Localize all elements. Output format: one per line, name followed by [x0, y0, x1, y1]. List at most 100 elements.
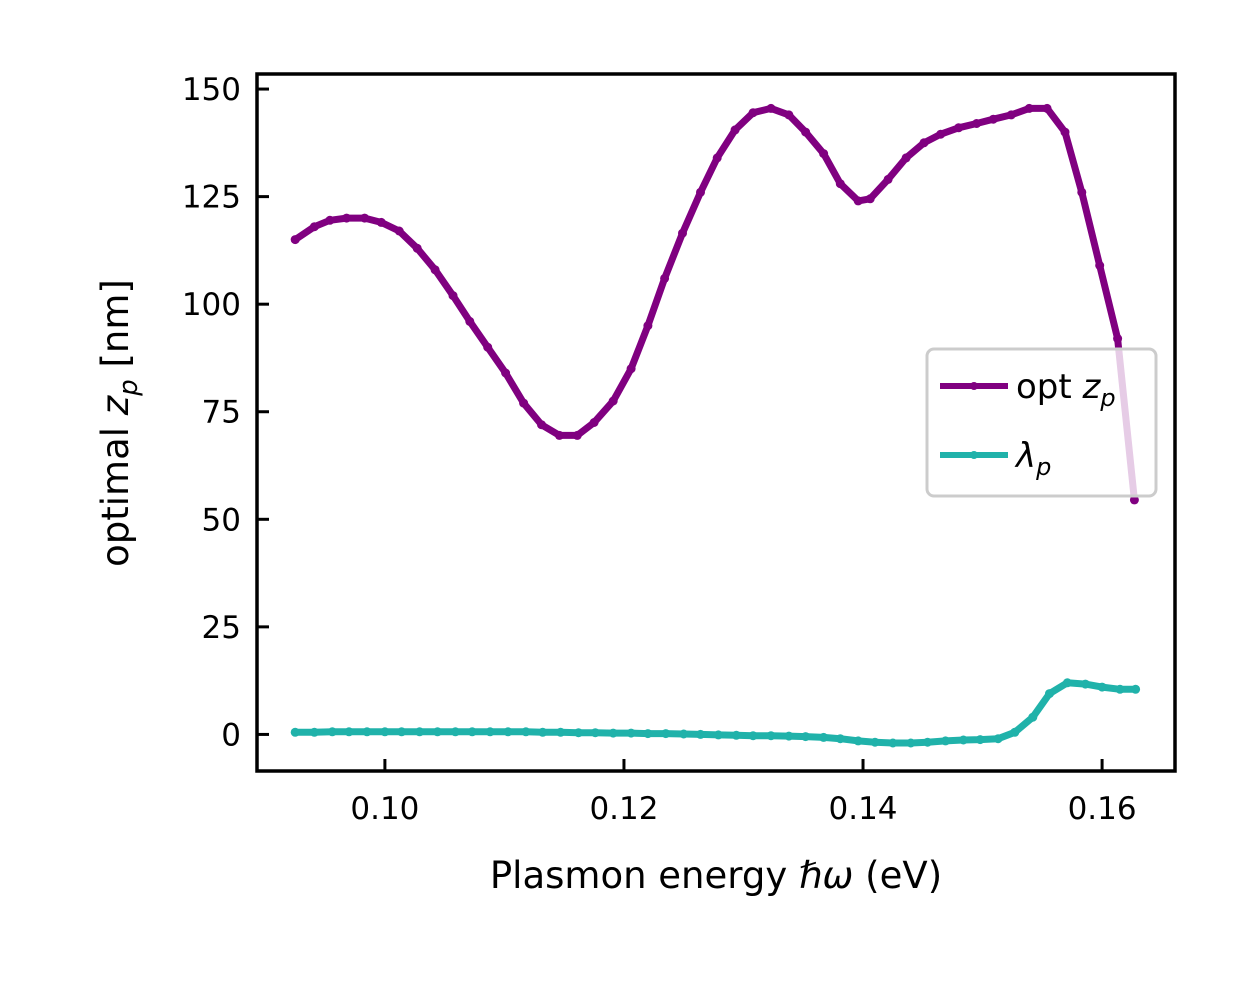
legend-label-opt-zp: opt zp [1016, 367, 1116, 412]
x-axis-label: Plasmon energy ℏω (eV) [490, 854, 942, 897]
data-point [448, 291, 458, 301]
data-point [679, 729, 689, 739]
data-point [988, 114, 998, 124]
legend-marker-lambda-p [970, 451, 978, 459]
data-point [608, 728, 618, 738]
data-point [993, 734, 1003, 744]
data-point [919, 138, 929, 148]
data-point [958, 735, 968, 745]
data-point [696, 187, 705, 197]
data-point [1010, 727, 1020, 737]
data-point [1006, 110, 1016, 120]
data-point [430, 265, 440, 275]
x-tick-label: 0.14 [829, 791, 898, 827]
data-point [835, 734, 845, 744]
data-point [696, 729, 705, 739]
y-axis-label: optimal zp [nm] [94, 279, 144, 567]
data-point [380, 727, 390, 737]
data-point [465, 316, 475, 326]
data-point [1095, 261, 1105, 270]
data-point [309, 222, 319, 232]
data-point [766, 731, 776, 741]
data-point [954, 123, 964, 133]
y-tick-label: 0 [221, 717, 241, 753]
data-point [412, 243, 422, 253]
data-point [290, 727, 300, 737]
y-tick-label: 125 [182, 180, 241, 216]
data-point [801, 732, 811, 742]
data-point [853, 196, 863, 206]
data-point [1045, 689, 1054, 699]
legend-marker-opt-zp [970, 382, 978, 390]
series-layer [290, 103, 1141, 748]
series-opt-zp [290, 103, 1139, 505]
data-point [1097, 682, 1107, 692]
y-tick-label: 150 [182, 72, 241, 108]
data-point [731, 730, 741, 740]
data-point [397, 727, 407, 737]
data-point [450, 727, 460, 737]
data-point [766, 103, 776, 113]
data-point [936, 129, 946, 139]
data-point [819, 149, 829, 159]
data-point [589, 418, 599, 427]
x-tick-label: 0.16 [1068, 791, 1137, 827]
data-point [1131, 684, 1141, 694]
series-lambda-p [290, 678, 1141, 748]
data-point [394, 226, 404, 236]
y-tick-label: 75 [202, 395, 241, 431]
data-point [503, 727, 513, 737]
data-point [748, 108, 758, 118]
data-point [748, 731, 758, 741]
data-point [556, 727, 566, 737]
data-point [344, 727, 354, 737]
data-point [643, 321, 653, 331]
data-point [1080, 679, 1090, 689]
data-point [290, 235, 300, 245]
data-point [376, 217, 386, 227]
data-point [572, 430, 582, 440]
data-point [712, 153, 722, 163]
data-point [888, 738, 898, 748]
data-point [1024, 103, 1034, 113]
plot-frame [255, 72, 1177, 773]
data-point [1113, 334, 1123, 344]
data-point [1060, 127, 1070, 137]
y-tick-label: 50 [202, 502, 241, 538]
data-point [1062, 678, 1072, 688]
data-point [327, 727, 337, 737]
data-point [574, 728, 583, 738]
data-point [554, 430, 564, 440]
data-point [1028, 712, 1038, 722]
y-tick-label: 25 [202, 610, 241, 646]
data-point [483, 342, 493, 352]
data-point [883, 174, 893, 184]
data-point [972, 119, 982, 128]
data-point [433, 727, 442, 737]
data-point [537, 420, 546, 430]
data-point [485, 727, 495, 737]
data-point [519, 398, 529, 408]
x-tick-label: 0.10 [350, 791, 419, 827]
data-point [784, 731, 794, 741]
data-point [923, 737, 933, 747]
data-point [521, 727, 531, 737]
data-point [325, 215, 335, 225]
data-point [784, 110, 794, 120]
data-point [870, 737, 880, 747]
data-point [538, 727, 548, 737]
data-point [941, 736, 950, 746]
data-point [713, 730, 723, 740]
data-point [360, 213, 370, 223]
data-point [819, 732, 829, 742]
data-point [309, 727, 319, 737]
data-point [342, 213, 352, 223]
data-point [501, 368, 511, 378]
data-point [661, 729, 671, 739]
x-tick-label: 0.12 [589, 791, 658, 827]
data-point [678, 228, 687, 238]
data-point [1115, 684, 1125, 694]
data-point [730, 125, 740, 135]
data-point [590, 728, 600, 738]
